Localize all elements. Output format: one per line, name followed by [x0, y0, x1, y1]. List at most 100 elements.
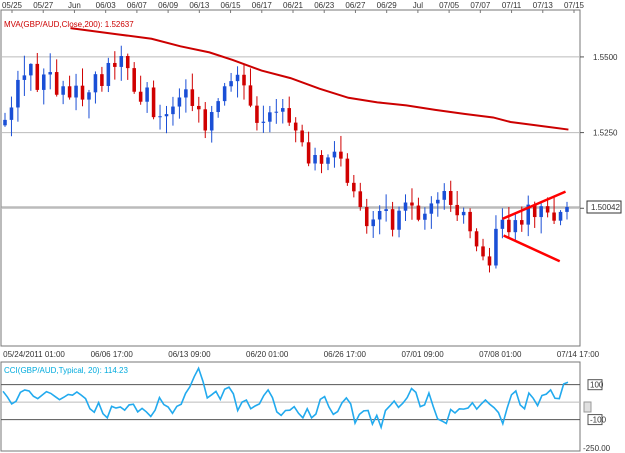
candle-body: [358, 191, 363, 208]
candle-body: [41, 74, 46, 90]
candle-body: [545, 206, 550, 213]
candle: [558, 210, 563, 226]
top-date-axis: 05/25 05/27 Jun 06/03 06/07 06/09 06/13 06/15 06…: [2, 1, 585, 13]
candle-body: [397, 210, 401, 230]
candle-body: [229, 81, 233, 87]
candle-body: [222, 86, 227, 102]
top-date-label: 07/11: [502, 1, 522, 10]
candle-body: [442, 191, 447, 200]
last-price-tag[interactable]: 1.50042: [586, 200, 622, 214]
candle-body: [145, 87, 149, 102]
candle: [61, 80, 65, 105]
price-tick-label: 1.5500: [593, 53, 618, 62]
candle: [300, 124, 304, 147]
candle-body: [345, 158, 350, 183]
candle: [461, 207, 466, 224]
candle: [158, 104, 162, 130]
candle: [35, 52, 40, 93]
candle: [113, 51, 117, 80]
candle-body: [61, 86, 65, 95]
top-date-label: 06/23: [314, 1, 335, 10]
cci-tick-box: [587, 414, 603, 426]
top-date-label: Jun: [68, 1, 81, 10]
top-date-label: 06/29: [377, 1, 398, 10]
cci-series-line: [2, 366, 569, 430]
candle: [507, 207, 511, 238]
bottom-time-label: 05/24/2011 01:00: [3, 350, 65, 359]
candle-body: [423, 213, 427, 220]
candle: [429, 196, 434, 229]
candle-body: [3, 119, 7, 126]
candle-body: [448, 191, 453, 205]
candle: [410, 188, 414, 220]
top-date-label: Jul: [413, 1, 423, 10]
candle-body: [371, 219, 375, 227]
candle: [345, 153, 350, 186]
candle-body: [171, 106, 175, 115]
candle-body: [287, 108, 292, 123]
candle: [87, 89, 91, 119]
candle: [513, 213, 518, 242]
candle-body: [481, 246, 485, 257]
candle-body: [300, 130, 304, 143]
candle: [197, 96, 201, 123]
top-date-label: 07/05: [439, 1, 460, 10]
candle-body: [468, 211, 472, 232]
candle: [448, 180, 453, 212]
candles-layer: [3, 45, 569, 273]
candle: [145, 82, 149, 113]
candle-body: [332, 151, 337, 158]
candle-body: [29, 63, 33, 76]
candle: [203, 102, 208, 139]
candle-body: [67, 86, 72, 98]
candle: [313, 147, 317, 171]
cci-y-axis: 100 -100: [587, 379, 607, 426]
candle: [248, 68, 253, 108]
candle-body: [80, 85, 85, 100]
candle: [268, 105, 272, 133]
candle: [319, 150, 324, 174]
candle: [48, 53, 52, 90]
candle: [423, 207, 427, 230]
pennant-upper-line: [501, 190, 567, 221]
cci-line-layer: [2, 366, 569, 430]
candle-body: [474, 231, 479, 247]
candle-body: [403, 202, 408, 211]
candle: [3, 112, 7, 127]
top-date-label: 06/27: [345, 1, 366, 10]
cci-tick-box: [587, 379, 603, 391]
candle: [416, 197, 421, 222]
candle: [371, 210, 375, 238]
candle-body: [461, 211, 466, 216]
candle-body: [164, 114, 169, 117]
top-date-label: 06/07: [127, 1, 148, 10]
candle: [74, 73, 78, 111]
candle-body: [261, 121, 266, 123]
candle: [481, 238, 485, 261]
candle: [9, 96, 14, 137]
candle-body: [197, 105, 201, 110]
candle-body: [390, 209, 395, 230]
candle: [306, 131, 311, 167]
top-date-label: 06/03: [96, 1, 117, 10]
candle-body: [106, 62, 111, 86]
cci-bottom-value: -250.00: [583, 444, 611, 453]
top-date-label: 05/27: [33, 1, 54, 10]
top-date-label: 06/17: [252, 1, 273, 10]
panel-resize-handle[interactable]: [583, 401, 592, 413]
cci-label: CCI(GBP/AUD,Typical, 20): 114.23: [4, 366, 128, 375]
candle-body: [119, 56, 124, 67]
candle: [119, 45, 124, 81]
candle-body: [513, 220, 518, 233]
candle-body: [552, 212, 556, 221]
bottom-time-label: 06/26 17:00: [324, 350, 367, 359]
candle: [138, 75, 143, 105]
price-panel: [0, 9, 581, 347]
candle: [229, 72, 233, 92]
candle-body: [539, 206, 543, 218]
pennant-lower-line: [503, 234, 561, 263]
candle: [16, 70, 20, 122]
candle-body: [494, 228, 498, 266]
candle: [358, 182, 363, 211]
candle-body: [268, 112, 272, 122]
